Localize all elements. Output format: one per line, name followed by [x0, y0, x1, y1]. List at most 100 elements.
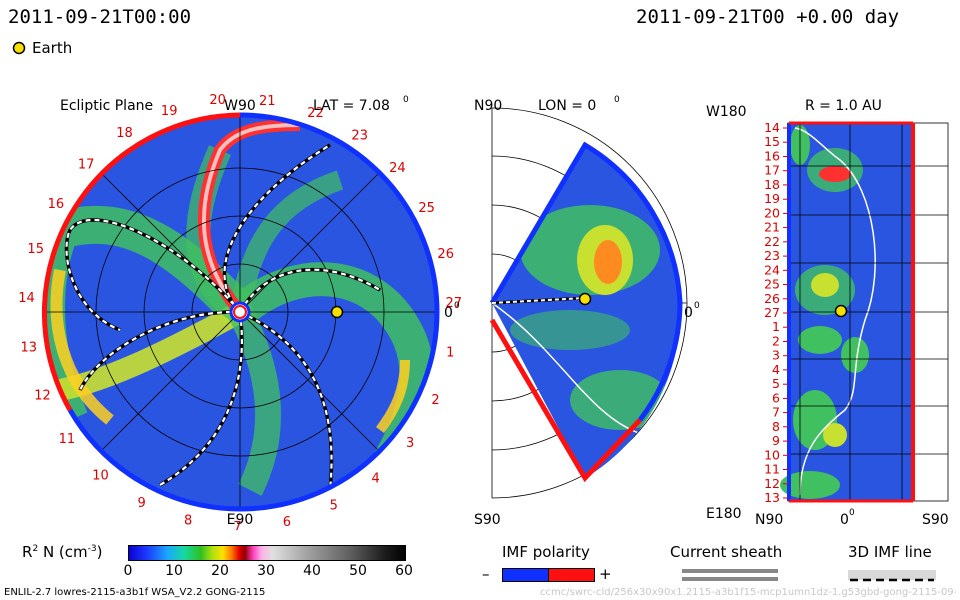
imf-polarity-title: IMF polarity — [502, 543, 590, 561]
radial-row-label: 17 — [764, 163, 780, 178]
colorbar-tick-label: 20 — [211, 563, 229, 579]
radial-row-label: 8 — [772, 419, 780, 434]
ecliptic-right-deg: 0 — [454, 301, 460, 311]
footer-run-id: ccmc/swrc-cld/256x30x90x1.2115-a3b1f15-m… — [540, 587, 956, 598]
ecliptic-sector-label: 15 — [27, 242, 44, 257]
ecliptic-sector-label: 17 — [78, 157, 95, 172]
radial-row-label: 23 — [764, 248, 780, 263]
ecliptic-sector-label: 4 — [371, 472, 379, 487]
imf-line-swatch — [848, 570, 936, 582]
radial-row-label: 10 — [764, 447, 780, 462]
radial-row-label: 11 — [764, 462, 780, 477]
radial-row-label: 19 — [764, 191, 780, 206]
radial-bottom-deg: 0 — [849, 508, 855, 518]
colorbar-tick-label: 30 — [257, 563, 275, 579]
meridional-lon-deg: 0 — [614, 95, 620, 105]
current-sheath-title: Current sheath — [670, 543, 783, 561]
radial-row-label: 15 — [764, 134, 780, 149]
radial-row-label: 16 — [764, 149, 780, 164]
radial-bottom-left: N90 — [755, 512, 783, 528]
ecliptic-sector-label: 18 — [116, 126, 133, 141]
imf-minus-label: – — [482, 565, 490, 583]
imf-negative-swatch — [502, 568, 549, 582]
ecliptic-right-label: 0 — [444, 305, 453, 321]
radial-row-label: 6 — [772, 390, 780, 405]
ecliptic-sector-label: 8 — [184, 514, 192, 529]
radial-row-label: 25 — [764, 277, 780, 292]
earth-legend-icon — [12, 40, 26, 55]
earth-marker-ecliptic — [330, 305, 344, 319]
radial-row-label: 14 — [764, 120, 780, 135]
ecliptic-title: Ecliptic Plane — [60, 98, 153, 114]
earth-legend-label: Earth — [32, 39, 73, 57]
imf-line-title: 3D IMF line — [848, 543, 932, 561]
radial-row-label: 22 — [764, 234, 780, 249]
colorbar-tick-label: 10 — [165, 563, 183, 579]
colorbar-tick-label: 50 — [349, 563, 367, 579]
colorbar-tick-label: 60 — [395, 563, 413, 579]
ecliptic-sector-label: 24 — [389, 161, 406, 176]
radial-bottom-label: E180 — [706, 506, 742, 522]
ecliptic-sector-label: 20 — [209, 93, 226, 108]
colorbar-tick-label: 0 — [123, 563, 133, 579]
right-timestamp: 2011-09-21T00 +0.00 day — [636, 6, 900, 28]
earth-marker-meridional — [578, 292, 592, 306]
ecliptic-lat-deg: 0 — [403, 95, 409, 105]
radial-row-label: 4 — [772, 362, 780, 377]
meridional-bottom-label: S90 — [474, 512, 501, 528]
density-colorbar — [128, 545, 406, 561]
radial-row-label: 26 — [764, 291, 780, 306]
radial-row-label: 13 — [764, 490, 780, 505]
ecliptic-sector-label: 23 — [351, 129, 368, 144]
meridional-right-label: 0 — [684, 305, 693, 321]
ecliptic-sector-label: 22 — [307, 106, 324, 121]
radial-row-label: 21 — [764, 220, 780, 235]
ecliptic-sector-label: 1 — [446, 346, 454, 361]
radial-row-label: 5 — [772, 376, 780, 391]
radial-row-label: 12 — [764, 476, 780, 491]
meridional-top-label: N90 — [474, 98, 502, 114]
radial-row-label: 27 — [764, 305, 780, 320]
radial-row-label: 9 — [772, 433, 780, 448]
ecliptic-sector-label: 5 — [330, 498, 338, 513]
ecliptic-lat-label: LAT = 7.08 — [313, 98, 390, 114]
ecliptic-sector-label: 21 — [259, 94, 276, 109]
radial-row-label: 7 — [772, 405, 780, 420]
meridional-plane-panel: N90 LON = 0 0 0 0 S90 — [474, 95, 700, 528]
radial-r-label: R = 1.0 AU — [805, 98, 882, 114]
ecliptic-sector-label: 25 — [418, 201, 435, 216]
footer-model-info: ENLIL-2.7 lowres-2115-a3b1f WSA_V2.2 GON… — [4, 587, 266, 598]
ecliptic-sector-labels: 20 21222324252627123456789101112131415161… — [18, 93, 462, 530]
ecliptic-plane-panel: 20 21222324252627123456789101112131415161… — [18, 93, 462, 530]
ecliptic-sector-label: 6 — [283, 515, 291, 530]
radial-row-label: 3 — [772, 348, 780, 363]
ecliptic-sector-label: 12 — [34, 389, 51, 404]
radial-bottom-right: S90 — [922, 512, 949, 528]
ecliptic-sector-label: 3 — [406, 436, 414, 451]
current-sheath-line-2 — [682, 577, 778, 581]
ecliptic-sector-label: 14 — [18, 291, 35, 306]
ecliptic-top-label: W90 — [224, 98, 256, 114]
meridional-lon-label: LON = 0 — [538, 98, 596, 114]
ecliptic-sector-label: 10 — [92, 468, 109, 483]
imf-positive-swatch — [548, 568, 595, 582]
radial-top-label: W180 — [706, 104, 747, 120]
ecliptic-sector-label: 19 — [161, 104, 178, 119]
earth-marker-radial — [834, 304, 848, 318]
ecliptic-sector-label: 9 — [138, 496, 146, 511]
colorbar-label: R2 N (cm-3) — [22, 543, 103, 561]
radial-row-label: 18 — [764, 177, 780, 192]
left-timestamp: 2011-09-21T00:00 — [8, 6, 192, 28]
radial-bottom-mid: 0 — [840, 512, 849, 528]
colorbar-tick-label: 40 — [303, 563, 321, 579]
radial-row-label: 20 — [764, 205, 780, 220]
ecliptic-sector-label: 13 — [21, 341, 38, 356]
imf-plus-label: + — [599, 565, 612, 583]
radial-row-label: 2 — [772, 334, 780, 349]
ecliptic-sector-label: 7 — [233, 520, 241, 530]
ecliptic-sector-label: 2 — [431, 393, 439, 408]
radial-row-labels: 1415161718192021222324252627123456789101… — [764, 120, 788, 505]
meridional-right-deg: 0 — [694, 301, 700, 311]
ecliptic-sector-label: 16 — [48, 197, 65, 212]
ecliptic-sector-label: 11 — [59, 432, 76, 447]
